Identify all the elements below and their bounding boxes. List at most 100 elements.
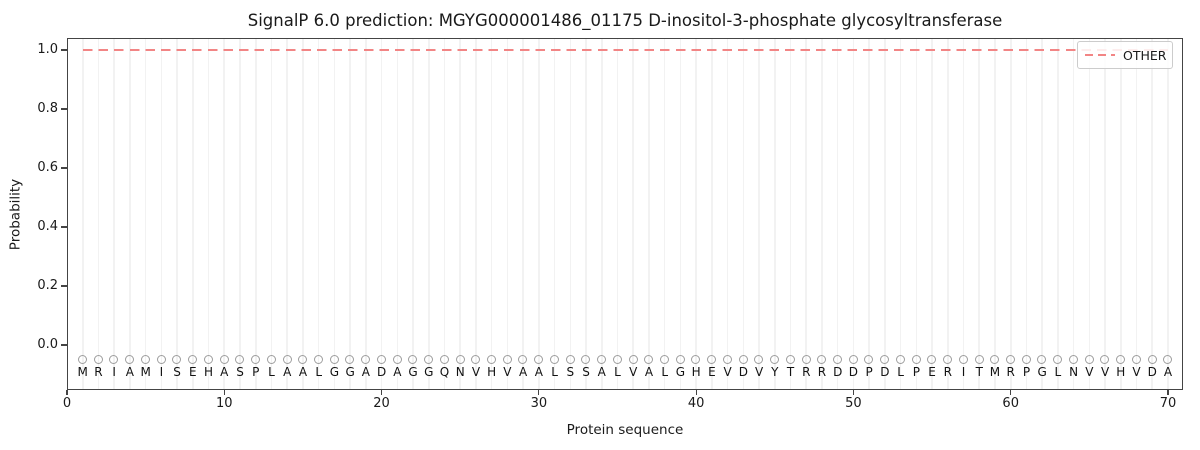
residue-letter: M [989,365,1001,379]
residue-letter: S [582,365,590,379]
residue-marker [770,355,780,364]
residue-letter: Y [771,365,779,379]
residue-marker [1053,355,1063,364]
residue-letter: D [1147,365,1157,379]
gridline [868,39,870,389]
residue-letter: R [94,365,103,379]
residue-letter: A [393,365,402,379]
residue-letter: A [125,365,135,379]
residue-letter: I [961,365,966,379]
residue-marker [203,355,213,364]
residue-letter: V [1100,365,1110,379]
y-axis-label: Probability [7,178,24,251]
residue-letter: A [220,365,229,379]
residue-letter: Q [439,365,450,379]
x-tick-mark [380,390,383,395]
gridline [192,39,194,389]
residue-marker [1068,355,1078,364]
gridline [254,39,257,389]
residue-marker [408,355,418,364]
residue-marker [597,355,607,364]
residue-letter: R [943,365,952,379]
x-tick-label: 40 [687,396,705,411]
y-tick-label: 0.8 [37,101,58,116]
gridline [223,39,226,389]
residue-letter: L [614,365,621,379]
residue-marker [801,355,811,364]
residue-marker [864,355,874,364]
residue-marker [943,355,953,364]
residue-letter: A [519,365,528,379]
residue-marker [1131,355,1141,364]
residue-marker [754,355,764,364]
x-tick-label: 30 [530,396,548,411]
residue-marker [156,355,166,364]
gridline [1151,39,1154,389]
residue-marker [1021,355,1031,364]
residue-marker [486,355,496,364]
residue-letter: L [551,365,558,379]
gridline [333,39,336,389]
residue-marker [675,355,685,364]
residue-letter: L [315,365,322,379]
residue-marker [345,355,355,364]
residue-letter: D [738,365,748,379]
gridline [302,39,304,389]
residue-letter: A [1163,365,1173,379]
residue-marker [109,355,119,364]
residue-marker [219,355,229,364]
gridline [522,39,524,389]
residue-letter: V [1085,365,1094,379]
residue-letter: L [1054,365,1062,379]
residue-letter: P [912,365,920,379]
x-tick-label: 10 [216,396,233,411]
residue-marker [439,355,449,364]
gridline [821,39,823,389]
residue-marker [1163,355,1173,364]
gridline [663,39,666,389]
x-tick-label: 60 [1002,396,1019,411]
residue-marker [628,355,638,364]
residue-marker [549,355,559,364]
residue-letter: E [708,365,716,379]
gridline [1009,39,1012,389]
residue-marker [518,355,528,364]
residue-letter: D [880,365,890,379]
legend-dashed-line-sample [1085,54,1115,56]
gridline [978,39,981,389]
residue-marker [140,355,150,364]
residue-letter: A [597,365,606,379]
y-tick-label: 0.4 [37,219,58,234]
gridline [396,39,399,389]
residue-letter: I [112,365,116,379]
residue-marker [974,355,984,364]
residue-marker [125,355,135,364]
x-tick-label: 50 [845,396,862,411]
residue-letter: V [629,365,638,379]
residue-marker [251,355,261,364]
gridline [695,39,697,389]
residue-marker [93,355,103,364]
y-tick-label: 1.0 [37,42,58,57]
residue-letter: R [817,365,827,379]
gridline [412,39,414,389]
residue-letter: S [173,365,181,379]
gridline [553,39,556,389]
residue-marker [1147,355,1157,364]
gridline [380,39,383,389]
residue-letter: E [928,365,936,379]
residue-marker [392,355,402,364]
gridline [758,39,760,389]
residue-marker [565,355,575,364]
residue-letter: D [848,365,859,379]
residue-marker [376,355,386,364]
residue-marker [644,355,654,364]
gridline [836,39,839,389]
gridline [176,39,178,389]
residue-letter: G [408,365,418,379]
residue-letter: A [298,365,308,379]
residue-marker [927,355,937,364]
x-tick-label: 20 [373,396,390,411]
residue-letter: A [644,365,654,379]
